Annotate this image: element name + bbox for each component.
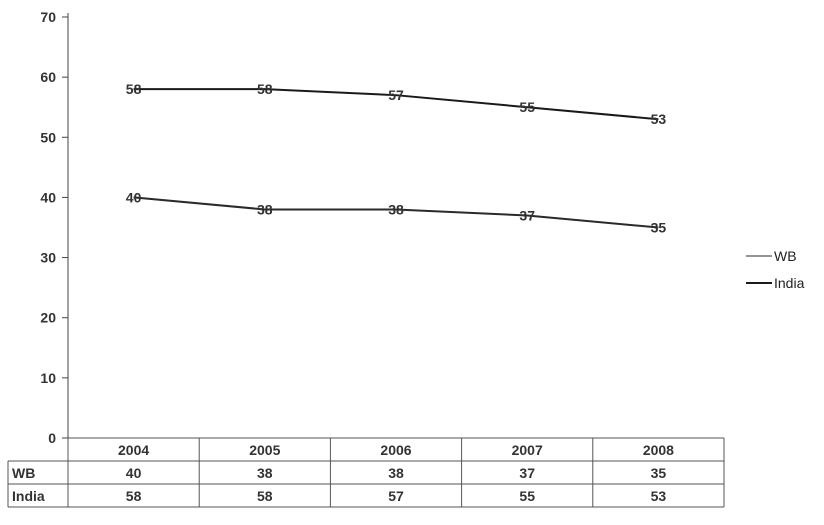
y-tick-label: 30 <box>40 250 56 266</box>
table-row-label-india: India <box>12 488 45 504</box>
data-label-india: 58 <box>257 81 273 97</box>
table-cell-wb: 38 <box>257 465 273 481</box>
y-tick-label: 10 <box>40 370 56 386</box>
table-cell-wb: 40 <box>126 465 142 481</box>
data-label-wb: 38 <box>388 201 404 217</box>
point-labels: 40 38 38 37 35 58 58 57 55 53 <box>126 81 667 235</box>
y-tick-label: 60 <box>40 69 56 85</box>
data-label-wb: 35 <box>651 220 667 236</box>
table-cell-india: 57 <box>388 488 404 504</box>
data-label-india: 57 <box>388 87 404 103</box>
table-row-label-wb: WB <box>12 465 35 481</box>
series-lines <box>133 88 659 229</box>
table-cell-wb: 35 <box>651 465 667 481</box>
data-label-india: 53 <box>651 111 667 127</box>
x-category-label: 2005 <box>249 442 280 458</box>
table-cell-india: 58 <box>257 488 273 504</box>
data-table: 2004 2005 2006 2007 2008 WB 40 38 38 37 35 India 58 5… <box>7 437 725 508</box>
table-cell-wb: 37 <box>519 465 535 481</box>
y-tick-label: 70 <box>40 9 56 25</box>
legend: WB India <box>746 248 805 291</box>
data-label-wb: 40 <box>126 189 142 205</box>
y-tick-label: 0 <box>48 430 56 446</box>
y-tick-label: 40 <box>40 189 56 205</box>
x-category-label: 2004 <box>118 442 149 458</box>
series-line-india <box>133 88 659 121</box>
table-cell-india: 53 <box>651 488 667 504</box>
y-axis: 0 10 20 30 40 50 60 70 <box>40 9 69 446</box>
data-label-india: 58 <box>126 81 142 97</box>
x-category-label: 2007 <box>512 442 543 458</box>
legend-label-india: India <box>774 275 805 291</box>
x-category-label: 2008 <box>643 442 674 458</box>
table-cell-wb: 38 <box>388 465 404 481</box>
x-category-label: 2006 <box>380 442 411 458</box>
table-cell-india: 55 <box>519 488 535 504</box>
data-label-wb: 38 <box>257 201 273 217</box>
data-label-india: 55 <box>519 99 535 115</box>
y-tick-label: 20 <box>40 310 56 326</box>
data-label-wb: 37 <box>519 207 535 223</box>
series-line-wb <box>133 196 659 229</box>
legend-label-wb: WB <box>774 248 797 264</box>
table-cell-india: 58 <box>126 488 142 504</box>
y-tick-label: 50 <box>40 129 56 145</box>
